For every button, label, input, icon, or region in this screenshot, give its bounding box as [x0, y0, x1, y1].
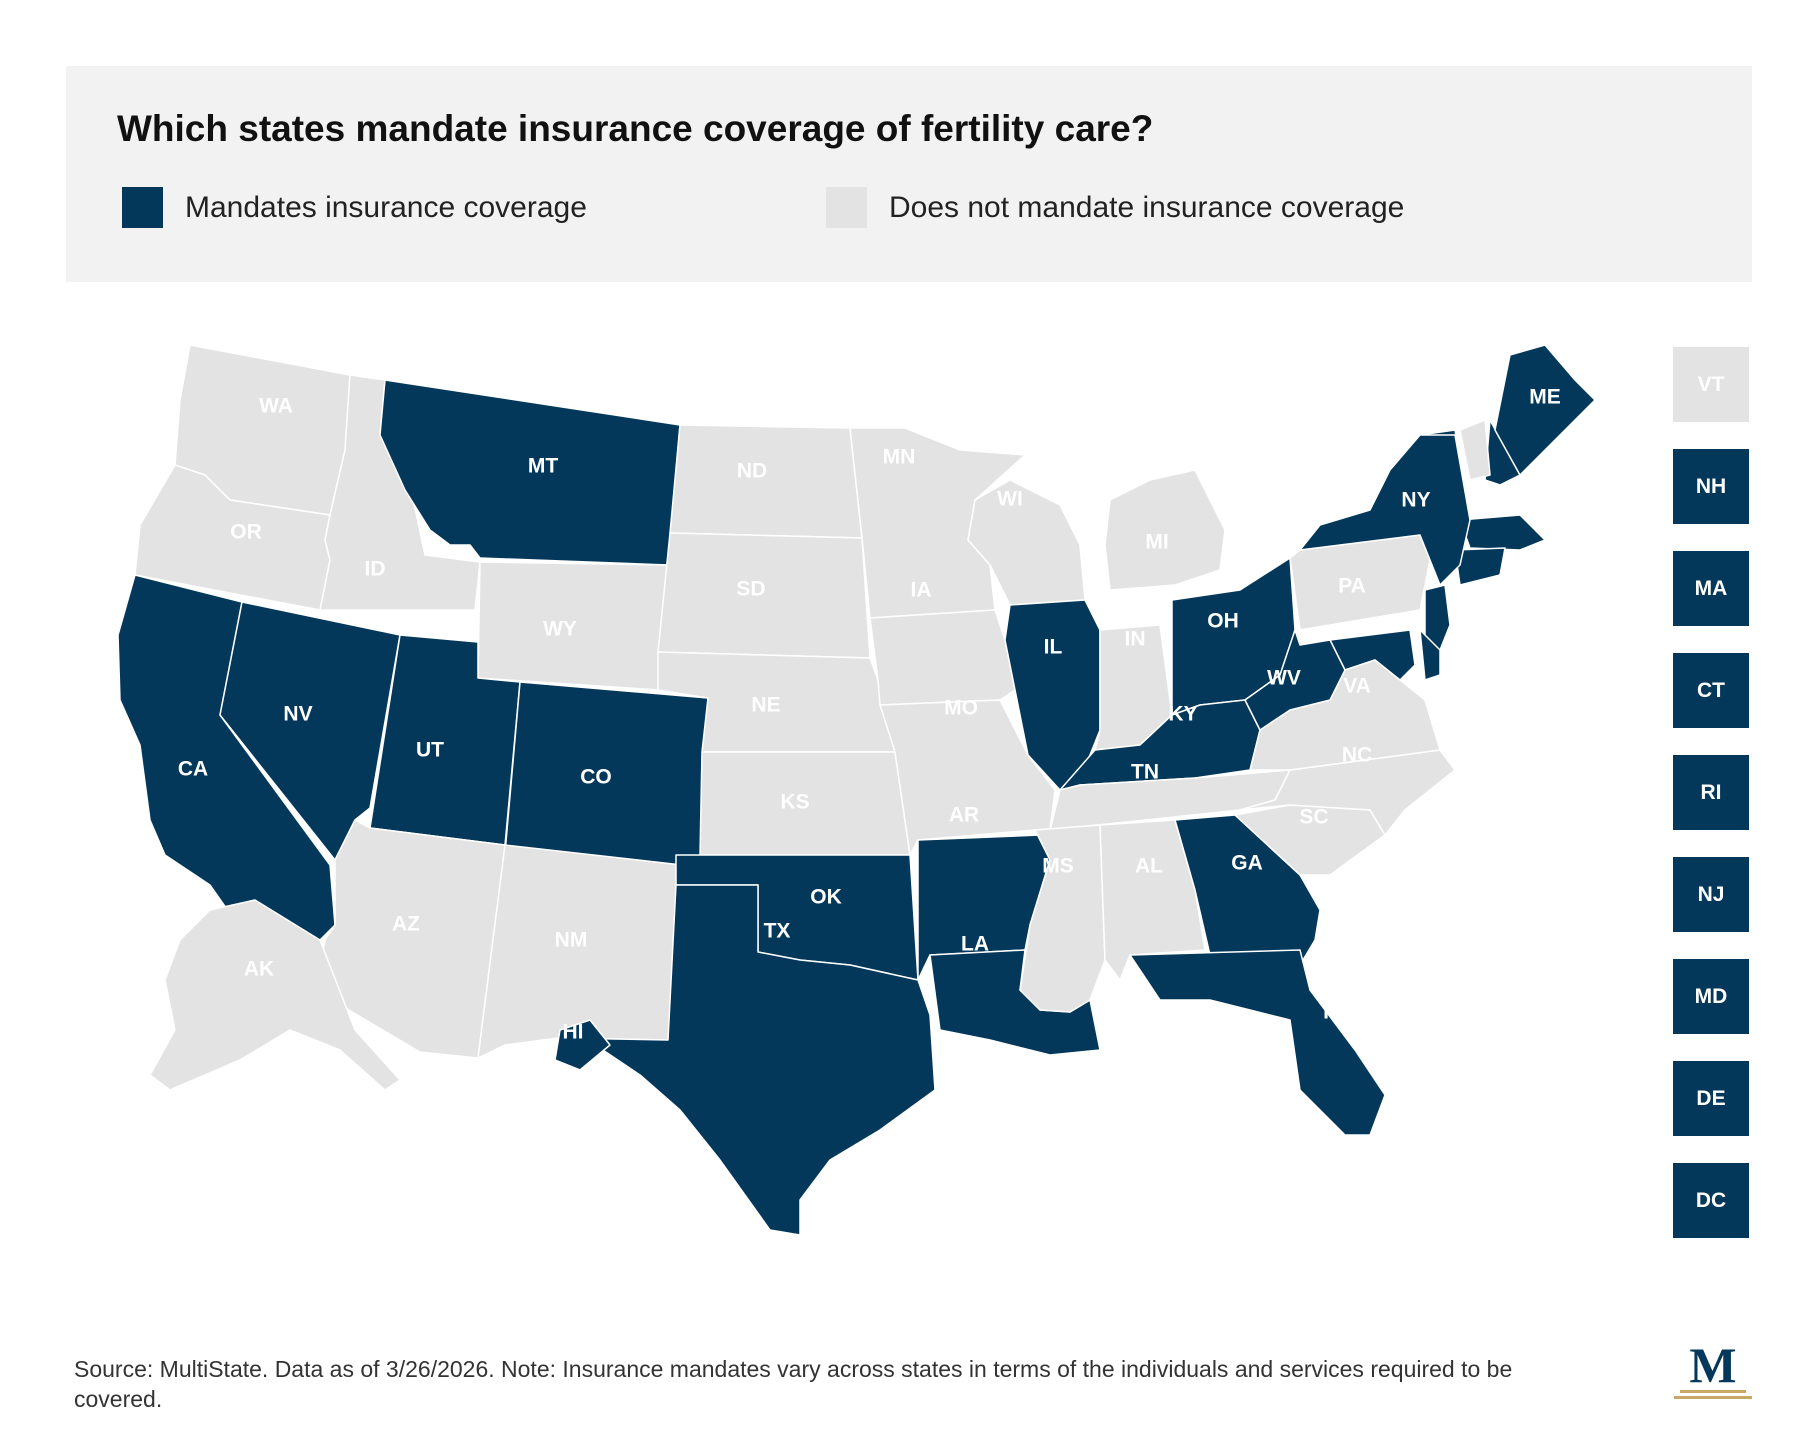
legend-label-mandates: Mandates insurance coverage [185, 190, 587, 224]
state-shape-wi [967, 479, 1086, 606]
state-label-pa: PA [1338, 575, 1366, 598]
state-label-mn: MN [883, 446, 916, 469]
small-state-box-ma: MA [1673, 551, 1749, 626]
state-shape-extra [1454, 547, 1506, 586]
state-label-ia: IA [911, 579, 932, 602]
state-label-ak: AK [244, 958, 274, 981]
state-label-ca: CA [178, 758, 208, 781]
state-label-hi: HI [563, 1021, 584, 1044]
legend-item-no-mandate: Does not mandate insurance coverage [826, 187, 1404, 228]
state-shape-extra [1424, 584, 1451, 651]
state-label-al: AL [1135, 855, 1163, 878]
state-label-va: VA [1343, 675, 1371, 698]
state-label-nd: ND [737, 460, 767, 483]
state-label-ne: NE [751, 694, 780, 717]
small-state-box-de: DE [1673, 1061, 1749, 1136]
state-shape-mi [1104, 469, 1226, 591]
logo-letter: M [1689, 1338, 1736, 1393]
state-label-fl: FL [1323, 1001, 1349, 1024]
state-label-wv: WV [1267, 667, 1301, 690]
state-shape-nc [1239, 749, 1456, 836]
legend-item-mandates: Mandates insurance coverage [122, 187, 587, 228]
state-shape-ia [869, 609, 1026, 706]
logo-bar [1680, 1390, 1746, 1393]
state-label-id: ID [365, 558, 386, 581]
state-label-ny: NY [1401, 489, 1430, 512]
small-state-box-nj: NJ [1673, 857, 1749, 932]
state-label-in: IN [1125, 628, 1146, 651]
us-map: WA OR CA ID NV MT WY UT AZ CO NM ND SD NE KS OK TX MN IA MO… [117, 344, 1596, 1236]
state-label-ms: MS [1042, 855, 1074, 878]
logo-bar [1674, 1396, 1752, 1399]
multistate-logo: M [1674, 1338, 1752, 1399]
state-shape-hi [554, 1019, 611, 1071]
state-label-mo: MO [944, 697, 978, 720]
state-label-oh: OH [1207, 610, 1239, 633]
state-shape-me [1494, 344, 1596, 476]
state-label-mi: MI [1145, 531, 1168, 554]
state-label-tn: TN [1131, 761, 1159, 784]
small-state-box-nh: NH [1673, 449, 1749, 524]
legend-label-no-mandate: Does not mandate insurance coverage [889, 190, 1405, 224]
state-label-nv: NV [283, 703, 312, 726]
state-shape-ak [149, 899, 401, 1091]
state-label-nm: NM [555, 929, 588, 952]
state-shape-extra [1459, 514, 1546, 551]
state-label-tx: TX [764, 920, 791, 943]
state-shape-extra [1419, 629, 1441, 681]
state-label-sd: SD [736, 578, 765, 601]
small-state-box-dc: DC [1673, 1163, 1749, 1238]
state-label-wy: WY [543, 618, 577, 641]
state-label-ga: GA [1231, 852, 1263, 875]
small-state-box-ri: RI [1673, 755, 1749, 830]
state-shape-extra [1459, 419, 1491, 481]
small-state-box-vt: VT [1673, 347, 1749, 422]
map-title: Which states mandate insurance coverage … [117, 108, 1154, 149]
state-label-ky: KY [1168, 703, 1197, 726]
state-label-ar: AR [949, 804, 979, 827]
state-shape-ny [1299, 434, 1471, 586]
state-label-sc: SC [1299, 806, 1328, 829]
state-label-il: IL [1044, 636, 1063, 659]
state-label-co: CO [580, 766, 612, 789]
state-label-ok: OK [810, 886, 842, 909]
state-shape-wv [1244, 629, 1346, 731]
state-label-wi: WI [997, 488, 1023, 511]
state-label-nc: NC [1342, 744, 1372, 767]
small-state-box-ct: CT [1673, 653, 1749, 728]
state-label-me: ME [1529, 386, 1561, 409]
state-shape-fl [1129, 949, 1386, 1136]
legend-header: Which states mandate insurance coverage … [66, 66, 1752, 282]
state-label-wa: WA [259, 395, 293, 418]
state-label-az: AZ [392, 913, 420, 936]
legend-swatch-no-mandate [826, 187, 867, 228]
legend-swatch-mandates [122, 187, 163, 228]
small-state-box-md: MD [1673, 959, 1749, 1034]
source-note: Source: MultiState. Data as of 3/26/2026… [74, 1356, 1513, 1412]
state-label-la: LA [961, 933, 989, 956]
state-label-ks: KS [780, 791, 809, 814]
state-label-ut: UT [416, 739, 444, 762]
state-label-mt: MT [528, 455, 558, 478]
state-label-or: OR [230, 521, 262, 544]
